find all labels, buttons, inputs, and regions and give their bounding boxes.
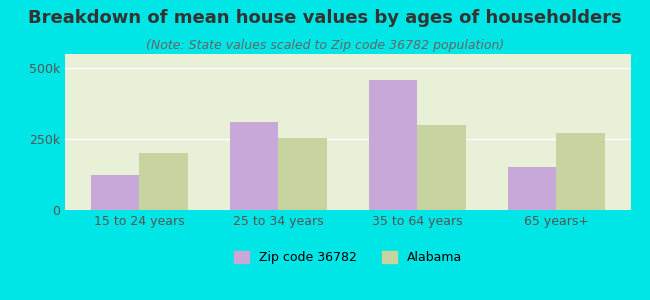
Bar (508, 167, 556, 210)
Bar (556, 134, 604, 210)
Legend: Zip code 36782, Alabama: Zip code 36782, Alabama (229, 246, 467, 269)
Text: Breakdown of mean house values by ages of householders: Breakdown of mean house values by ages o… (28, 9, 622, 27)
Bar (91, 175, 139, 210)
Bar (278, 138, 327, 210)
Bar (369, 80, 417, 210)
Bar (229, 122, 278, 210)
Bar (139, 153, 188, 210)
Bar (417, 125, 466, 210)
Text: (Note: State values scaled to Zip code 36782 population): (Note: State values scaled to Zip code 3… (146, 39, 504, 52)
